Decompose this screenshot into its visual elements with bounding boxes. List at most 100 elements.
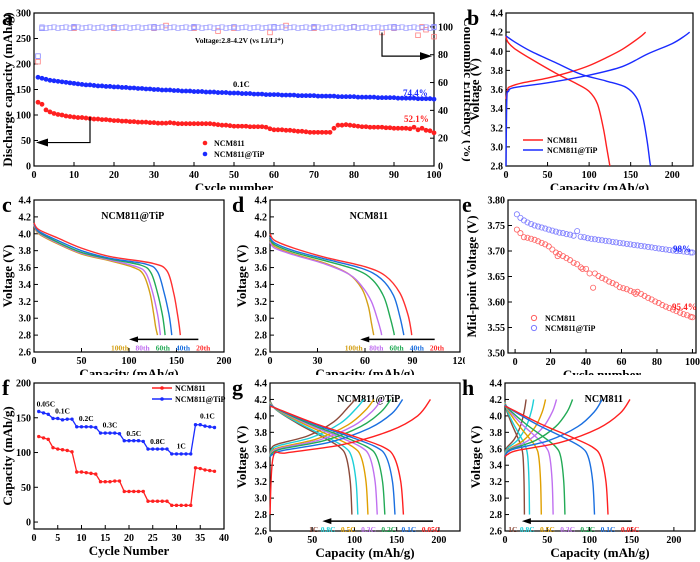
data-point <box>199 121 205 127</box>
y-tick-label: 150 <box>16 413 31 424</box>
data-point <box>367 124 373 130</box>
data-point <box>279 92 285 98</box>
series-line <box>269 233 413 336</box>
data-point <box>359 124 365 130</box>
series-label: 0.8C <box>520 525 535 534</box>
data-point <box>545 226 552 233</box>
y-axis-label: Capacity (mAh/g) <box>0 406 15 505</box>
data-point <box>355 94 361 100</box>
data-point <box>559 230 566 237</box>
data-point <box>60 448 65 452</box>
x-tick-label: 50 <box>543 170 553 181</box>
data-point <box>35 99 41 105</box>
x-tick-label: 90 <box>389 170 399 181</box>
panel-label: f <box>2 375 10 400</box>
charge-curve <box>269 399 383 458</box>
x-tick-label: 60 <box>617 357 627 368</box>
series-line <box>269 241 383 336</box>
y-tick-label: 4.0 <box>491 47 504 58</box>
panel-e: e 0 20 40 60 80 100 3.50 3.55 3.60 3.65 3.70 3.75 3.8… <box>462 192 700 375</box>
ce-point <box>295 25 301 31</box>
y-tick-label: 3.2 <box>490 477 503 488</box>
ce-point <box>371 25 377 31</box>
data-point <box>70 450 74 454</box>
data-point <box>117 432 122 436</box>
y-tick-label: 2.6 <box>19 348 32 359</box>
x-tick-label: 100 <box>347 535 362 546</box>
data-point <box>167 87 173 93</box>
series-label: 0.1C <box>402 525 417 534</box>
panel-label: e <box>462 192 472 217</box>
series-label: 40th <box>176 343 191 352</box>
legend-marker <box>202 151 208 157</box>
y-tick-label: 4.0 <box>19 229 32 240</box>
x-tick-label: 0 <box>503 535 508 546</box>
data-point <box>331 93 337 99</box>
chart-title: NCM811 <box>585 394 623 405</box>
data-point <box>151 499 155 503</box>
data-point <box>41 411 46 415</box>
data-point <box>103 117 109 122</box>
data-point <box>155 120 161 126</box>
y-tick-label: 3.0 <box>255 494 268 505</box>
ce-point <box>47 25 53 31</box>
data-point <box>645 294 652 301</box>
ce-point <box>391 25 397 31</box>
data-point <box>279 127 285 133</box>
data-point <box>163 87 169 93</box>
y-axis-label: Mid-point Voltage (V) <box>464 215 479 337</box>
data-point <box>212 425 217 430</box>
data-point <box>577 233 584 240</box>
y-tick-label: 3.6 <box>19 263 32 274</box>
data-point <box>119 85 125 90</box>
data-point <box>146 447 150 451</box>
y-tick-label: 3.6 <box>491 85 504 96</box>
data-point <box>255 124 261 130</box>
ce-point <box>111 24 117 30</box>
data-point <box>542 225 549 232</box>
x-tick-label: 150 <box>169 356 184 367</box>
ce-point <box>115 25 121 31</box>
series-line <box>505 35 611 167</box>
data-point <box>95 83 101 89</box>
panel-g: g 0 50 100 150 200 2.6 2.8 3.0 3.2 3.4 3.6 3.8 4.0 4.2… <box>232 375 461 560</box>
series-label: 0.5C <box>341 525 356 534</box>
ce-point <box>339 24 345 30</box>
x-tick-label: 200 <box>431 535 446 546</box>
ce-point <box>327 24 333 30</box>
y-tick-label: 4.4 <box>19 196 32 207</box>
data-point <box>115 84 121 90</box>
data-point <box>67 114 73 119</box>
chart-title: NCM811 <box>350 211 388 222</box>
data-point <box>123 85 129 90</box>
data-point <box>367 94 373 100</box>
data-point <box>131 85 137 91</box>
discharge-curve <box>269 400 353 515</box>
data-point <box>103 84 109 89</box>
x-tick-label: 70 <box>309 170 319 181</box>
data-point <box>620 240 627 247</box>
data-point <box>136 439 141 443</box>
series-label: 0.05C <box>422 525 441 534</box>
ce-point <box>231 24 237 30</box>
data-point <box>84 470 88 475</box>
plot-frame <box>33 382 225 530</box>
x-tick-label: 5 <box>55 533 60 544</box>
y-tick-label: 3.55 <box>488 323 506 334</box>
data-point <box>549 227 556 234</box>
ce-point <box>279 24 285 30</box>
data-point <box>335 94 341 100</box>
data-point <box>99 117 105 122</box>
data-point <box>231 123 237 129</box>
series-line <box>33 222 181 336</box>
data-point <box>379 124 385 130</box>
data-point <box>151 447 155 451</box>
ce-point <box>411 24 417 30</box>
y2-tick-label: 80 <box>438 50 448 61</box>
data-point <box>641 243 648 250</box>
ce-point <box>147 24 153 30</box>
ce-point <box>323 25 329 31</box>
panel-label: g <box>232 375 243 400</box>
data-point <box>673 248 680 255</box>
data-point <box>79 115 85 120</box>
